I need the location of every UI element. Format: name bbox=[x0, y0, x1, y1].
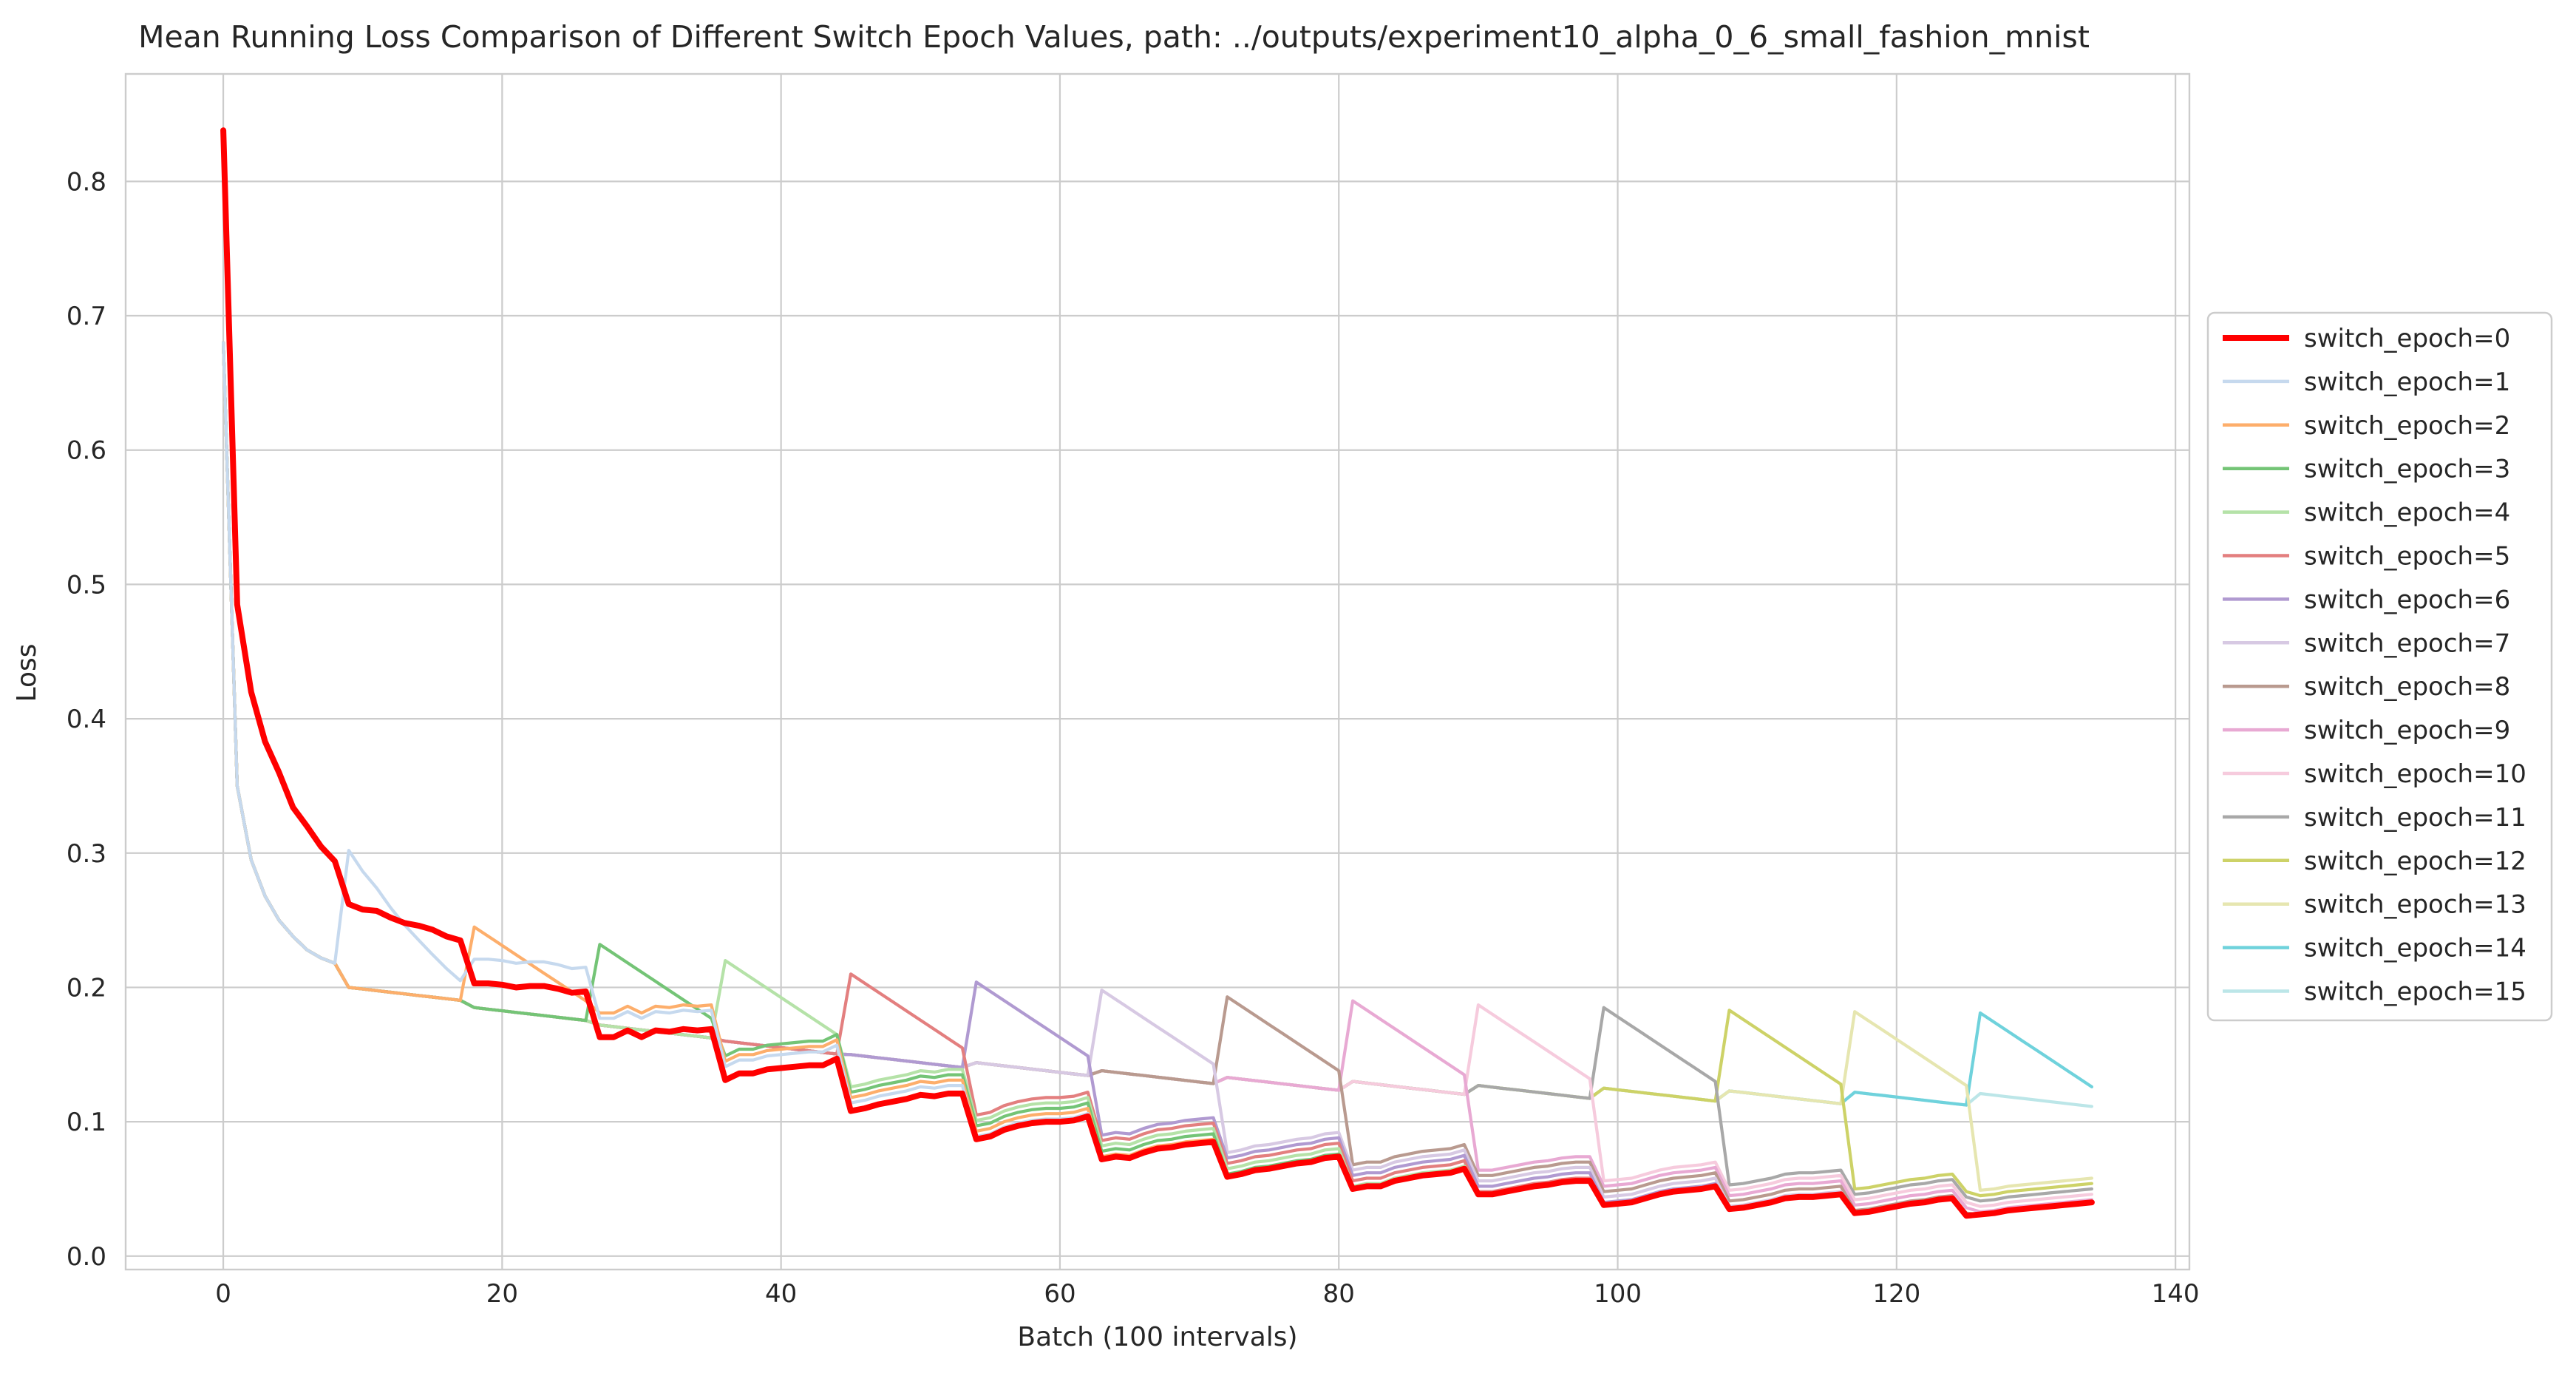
x-axis-label: Batch (100 intervals) bbox=[1017, 1322, 1297, 1352]
legend-label: switch_epoch=2 bbox=[2304, 411, 2510, 441]
legend-label: switch_epoch=11 bbox=[2304, 803, 2526, 833]
series-line-switch-epoch-6 bbox=[222, 341, 2093, 1218]
legend-label: switch_epoch=6 bbox=[2304, 585, 2510, 614]
x-tick-label: 20 bbox=[486, 1279, 518, 1309]
y-tick-label: 0.7 bbox=[67, 302, 106, 331]
series-line-switch-epoch-9 bbox=[222, 341, 2093, 1213]
legend-label: switch_epoch=3 bbox=[2304, 455, 2510, 484]
grid bbox=[126, 74, 2189, 1270]
series-layer bbox=[220, 127, 2095, 1219]
legend-label: switch_epoch=0 bbox=[2304, 324, 2510, 353]
legend-frame bbox=[2206, 311, 2553, 1022]
legend-label: switch_epoch=4 bbox=[2304, 498, 2510, 528]
x-tick-label: 40 bbox=[765, 1279, 797, 1309]
x-tick-label: 0 bbox=[215, 1279, 231, 1309]
series-line-switch-epoch-3 bbox=[222, 341, 2093, 1218]
legend-label: switch_epoch=9 bbox=[2304, 716, 2510, 745]
chart-title: Mean Running Loss Comparison of Differen… bbox=[138, 19, 2090, 55]
legend-label: switch_epoch=10 bbox=[2304, 759, 2526, 789]
legend-label: switch_epoch=8 bbox=[2304, 672, 2510, 702]
legend-label: switch_epoch=12 bbox=[2304, 847, 2526, 876]
y-tick-label: 0.1 bbox=[67, 1108, 106, 1137]
series-line-switch-epoch-1 bbox=[222, 341, 2093, 1218]
plot-area bbox=[124, 72, 2191, 1271]
y-tick-label: 0.5 bbox=[67, 570, 106, 600]
x-tick-label: 120 bbox=[1872, 1279, 1920, 1309]
series-line-switch-epoch-12 bbox=[222, 341, 2093, 1198]
y-tick-label: 0.6 bbox=[67, 436, 106, 466]
y-axis-label: Loss bbox=[12, 644, 42, 702]
series-line-switch-epoch-5 bbox=[222, 341, 2093, 1218]
x-tick-label: 80 bbox=[1323, 1279, 1355, 1309]
legend: switch_epoch=0 switch_epoch=1 switch_epoch… bbox=[2206, 311, 2553, 1022]
series-line-switch-epoch-2 bbox=[222, 341, 2093, 1218]
y-tick-label: 0.2 bbox=[67, 973, 106, 1003]
series-line-switch-epoch-0 bbox=[220, 127, 2095, 1219]
y-tick-label: 0.8 bbox=[67, 167, 106, 197]
series-line-switch-epoch-7 bbox=[222, 341, 2093, 1218]
legend-label: switch_epoch=1 bbox=[2304, 367, 2510, 397]
legend-items: switch_epoch=0 switch_epoch=1 switch_epoch… bbox=[2223, 324, 2526, 1007]
x-tick-label: 60 bbox=[1044, 1279, 1075, 1309]
y-tick-label: 0.4 bbox=[67, 705, 106, 734]
legend-label: switch_epoch=15 bbox=[2304, 977, 2526, 1007]
x-tick-label: 140 bbox=[2152, 1279, 2200, 1309]
legend-label: switch_epoch=5 bbox=[2304, 542, 2510, 572]
series-line-switch-epoch-14 bbox=[222, 341, 2093, 1107]
y-axis-ticks: 0.0 0.1 0.2 0.3 0.4 0.5 0.6 0.7 0.8 bbox=[67, 167, 106, 1271]
legend-label: switch_epoch=13 bbox=[2304, 890, 2526, 920]
x-axis-ticks: 0 20 40 60 80 100 120 140 bbox=[215, 1279, 2199, 1309]
legend-label: switch_epoch=7 bbox=[2304, 628, 2510, 658]
series-line-switch-epoch-15 bbox=[222, 341, 2093, 1108]
legend-label: switch_epoch=14 bbox=[2304, 934, 2526, 963]
x-tick-label: 100 bbox=[1594, 1279, 1642, 1309]
series-line-switch-epoch-8 bbox=[222, 341, 2093, 1216]
series-line-switch-epoch-11 bbox=[222, 341, 2093, 1203]
y-tick-label: 0.0 bbox=[67, 1242, 106, 1272]
series-line-switch-epoch-4 bbox=[222, 341, 2093, 1218]
y-tick-label: 0.3 bbox=[67, 839, 106, 869]
